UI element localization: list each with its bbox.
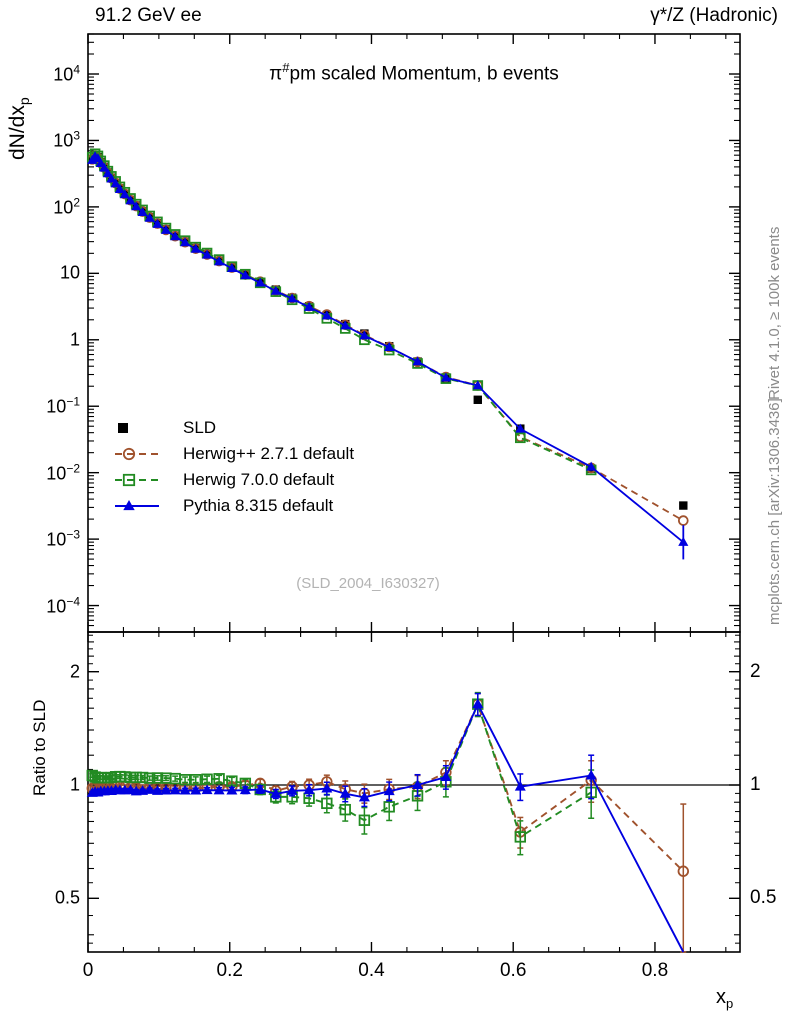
legend-label: Herwig++ 2.7.1 default [183, 444, 355, 463]
x-tick-label: 0.8 [641, 960, 669, 981]
header-right-process: γ*/Z (Hadronic) [650, 5, 778, 26]
x-axis-label: xp [716, 986, 733, 1011]
x-tick-label: 0 [82, 960, 94, 981]
y-tick-label-main: 10−4 [46, 594, 80, 617]
y-tick-label-ratio-right: 0.5 [750, 887, 777, 909]
y-tick-label-ratio-right: 1 [750, 774, 761, 795]
x-tick-label: 0.2 [216, 960, 243, 981]
y-tick-label-main: 1 [69, 329, 80, 350]
title-superscript: # [282, 60, 290, 75]
y-tick-label-main: 10−3 [46, 527, 80, 550]
series-ratio-pythia-8-315-default [86, 692, 685, 953]
y-tick-label-ratio-left: 0.5 [54, 887, 80, 908]
panel-frame-main [87, 33, 741, 633]
y-tick-label-ratio-left: 2 [69, 661, 80, 682]
legend-marker-square-filled [118, 423, 128, 433]
series-main-sld [88, 150, 688, 510]
legend-marker-triangle-filled [115, 500, 159, 511]
y-tick-label-main: 10−2 [46, 461, 80, 484]
y-tick-label-main: 103 [53, 128, 80, 151]
legend-label: SLD [183, 418, 217, 437]
legend-label: Herwig 7.0.0 default [183, 470, 335, 489]
x-tick-label: 0.4 [358, 960, 385, 981]
y-tick-label-ratio-left: 1 [69, 774, 80, 795]
x-axis-label-subscript: p [726, 996, 734, 1011]
analysis-id-watermark: (SLD_2004_I630327) [296, 575, 440, 592]
x-tick-label: 0.6 [499, 960, 527, 981]
header-left-beam-energy: 91.2 GeV ee [95, 5, 202, 26]
y-tick-label-main: 10 [59, 262, 80, 283]
series-main-pythia-8-315-default [87, 151, 689, 560]
plot-title: π#pm scaled Momentum, b events [88, 60, 740, 85]
title-prefix: π [269, 63, 283, 85]
series-ratio-herwig-2-7-1-default [86, 692, 690, 953]
y-tick-label-main: 102 [53, 195, 80, 218]
legend-marker-circle-open [115, 447, 159, 461]
y-tick-label-main: 104 [53, 62, 80, 85]
series-main-herwig-2-7-1-default [86, 150, 689, 526]
title-rest: pm scaled Momentum, b events [289, 63, 559, 85]
x-axis-label-text: x [716, 986, 726, 1008]
y-tick-label-main: 10−1 [46, 394, 80, 417]
legend-label: Pythia 8.315 default [183, 496, 334, 515]
y-tick-label-ratio-right: 2 [750, 660, 761, 682]
legend-marker-square-open [115, 473, 159, 487]
